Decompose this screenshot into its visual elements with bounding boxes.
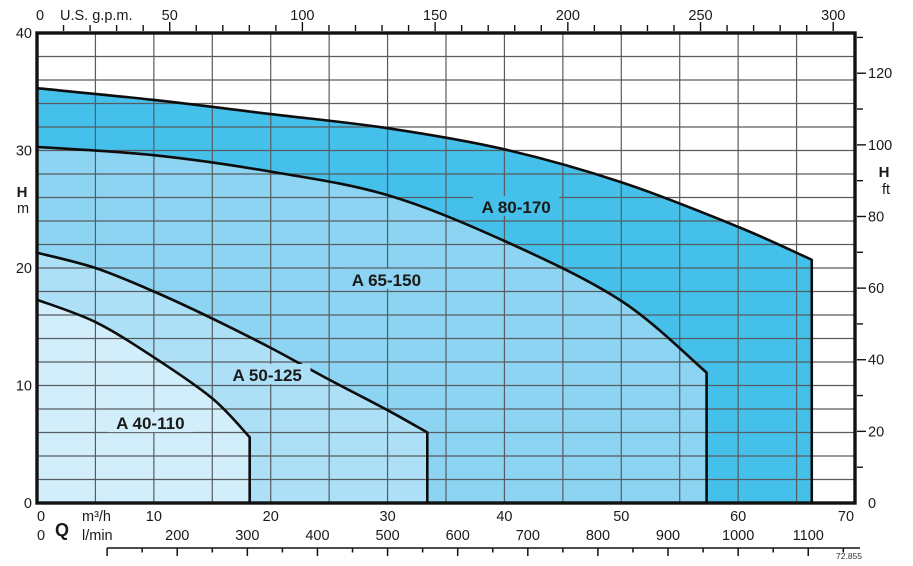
- top-axis-number: 50: [162, 8, 178, 24]
- right-axis-letter: H: [879, 164, 890, 181]
- top-axis-ticks: [62, 22, 834, 31]
- curve-labels-group: A 80-170 A 65-150 A 50-125 A 40-110: [107, 195, 560, 433]
- curves-group: [35, 86, 814, 504]
- curve-label-a-65-150: A 65-150: [352, 271, 421, 290]
- left-axis-number: 0: [24, 496, 32, 512]
- right-axis-unit: ft: [882, 182, 890, 198]
- top-axis-number: 100: [290, 8, 314, 24]
- curve-label-a-40-110: A 40-110: [116, 414, 184, 433]
- curve-a-80-170: [35, 86, 814, 504]
- top-axis-number: 300: [821, 8, 845, 24]
- bottom-m3h-unit: m³/h: [82, 509, 111, 525]
- bottom-lmin-number: 400: [305, 528, 329, 544]
- bottom-lmin-number: 0: [37, 528, 45, 544]
- left-axis-unit: m: [17, 201, 29, 217]
- right-axis-number: 20: [868, 424, 884, 440]
- bottom-lmin-number: 1100: [793, 528, 824, 544]
- top-axis-unit: U.S. g.p.m.: [60, 8, 133, 24]
- right-axis-number: 100: [868, 138, 892, 154]
- left-axis-number: 10: [16, 379, 32, 395]
- curve-label-a-80-170: A 80-170: [481, 198, 550, 217]
- bottom-lmin-unit: l/min: [82, 528, 113, 544]
- right-axis-number: 60: [868, 281, 884, 297]
- plot-frame: [35, 31, 857, 505]
- right-axis-number: 0: [868, 496, 876, 512]
- bottom-m3h-number: 10: [146, 509, 162, 525]
- grid-group: [37, 33, 855, 503]
- curve-a-50-125: [35, 251, 429, 504]
- bottom-lmin-number: 500: [375, 528, 399, 544]
- bottom-m3h-number: 0: [37, 509, 45, 525]
- bottom-lmin-number: 700: [516, 528, 540, 544]
- right-axis-number: 120: [868, 66, 892, 82]
- figure-code: 72.855: [836, 551, 862, 561]
- bottom-m3h-number: 70: [838, 509, 854, 525]
- top-axis-number: 200: [556, 8, 580, 24]
- bottom-m3h-number: 50: [613, 509, 629, 525]
- bottom-lmin-number: 200: [165, 528, 189, 544]
- right-axis-ticks: [857, 36, 866, 468]
- curve-label-halo-a-40-110: [107, 412, 194, 433]
- left-axis-number: 30: [16, 144, 32, 160]
- bottom-lmin-number: 900: [656, 528, 680, 544]
- top-axis-number: 150: [423, 8, 447, 24]
- curve-label-halo-a-50-125: [224, 363, 311, 384]
- curve-a-65-150: [35, 145, 708, 504]
- bottom-lmin-number: 600: [446, 528, 470, 544]
- region-a-40-110: [37, 299, 250, 503]
- curve-label-halo-a-65-150: [343, 268, 430, 289]
- top-axis-number: 0: [36, 8, 44, 24]
- left-axis-letter: H: [17, 184, 28, 201]
- bottom-m3h-number: 40: [496, 509, 512, 525]
- bottom-lmin-number: 800: [586, 528, 610, 544]
- bottom-lmin-number: 1000: [722, 528, 754, 544]
- curve-label-halo-a-80-170: [472, 195, 560, 216]
- bottom-m3h-number: 30: [380, 509, 396, 525]
- curve-a-40-110: [35, 298, 251, 504]
- bottom-m3h-number: 60: [730, 509, 746, 525]
- lmin-ruler: [106, 547, 860, 556]
- left-axis-number: 40: [16, 26, 32, 42]
- right-axis-number: 40: [868, 353, 884, 369]
- flow-axis-letter: Q: [55, 520, 69, 540]
- regions-group: [37, 88, 812, 503]
- bottom-lmin-number: 300: [235, 528, 259, 544]
- curve-label-a-50-125: A 50-125: [233, 366, 302, 385]
- left-axis-number: 20: [16, 261, 32, 277]
- bottom-m3h-number: 20: [263, 509, 279, 525]
- top-axis-number: 250: [688, 8, 712, 24]
- right-axis-number: 80: [868, 209, 884, 225]
